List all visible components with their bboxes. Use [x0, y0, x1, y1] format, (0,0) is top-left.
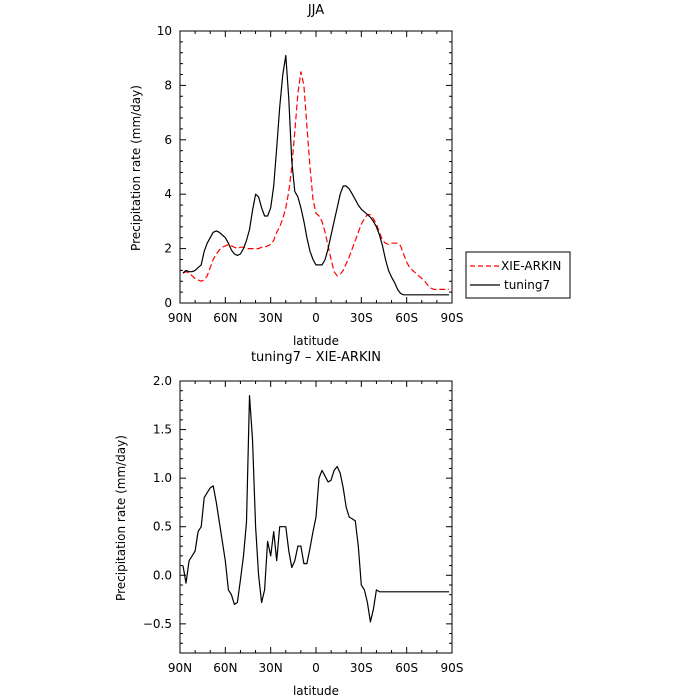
x-tick-label: 90S [441, 661, 464, 675]
x-tick-label: 90N [168, 311, 192, 325]
bottom-x-axis-label: latitude [293, 684, 339, 698]
x-tick-label: 60S [395, 311, 418, 325]
legend-box [465, 251, 571, 299]
y-tick-label: 2.0 [153, 374, 172, 388]
top-chart-title: JJA [307, 3, 324, 18]
x-tick-label: 60N [213, 311, 237, 325]
bottom-x-tick-labels: 90N 60N 30N 0 30S 60S 90S [168, 661, 464, 675]
legend-label-xie-arkin: XIE-ARKIN [501, 259, 561, 273]
x-tick-label: 0 [312, 311, 320, 325]
y-tick-label: 8 [164, 78, 172, 92]
bottom-series-lines [182, 395, 449, 623]
y-tick-label: 0.0 [153, 568, 172, 582]
top-y-tick-labels: 0 2 4 6 8 10 [157, 24, 172, 310]
panel-bottom: tuning7 – XIE-ARKIN 90N 60N 30N 0 30S 60S 90S … [114, 350, 463, 698]
legend-label-tuning7: tuning7 [504, 278, 550, 292]
y-tick-label: 0 [164, 296, 172, 310]
top-y-axis-label: Precipitation rate (mm/day) [129, 85, 143, 251]
y-tick-label: 1.0 [153, 471, 172, 485]
series-line-difference [182, 395, 449, 623]
top-x-tick-labels: 90N 60N 30N 0 30S 60S 90S [168, 311, 464, 325]
series-line-xie-arkin [182, 71, 449, 290]
x-tick-label: 90S [441, 311, 464, 325]
x-tick-label: 30N [259, 311, 283, 325]
x-tick-label: 90N [168, 661, 192, 675]
y-tick-label: −0.5 [143, 617, 172, 631]
x-tick-label: 0 [312, 661, 320, 675]
bottom-plot-frame [179, 380, 453, 654]
y-tick-label: 6 [164, 133, 172, 147]
x-tick-label: 30S [350, 661, 373, 675]
y-tick-label: 4 [164, 187, 172, 201]
top-axis-ticks [179, 30, 453, 304]
y-tick-label: 2 [164, 242, 172, 256]
top-series-lines [182, 54, 449, 296]
top-plot-frame [179, 30, 453, 304]
top-x-axis-label: latitude [293, 334, 339, 348]
x-tick-label: 60N [213, 661, 237, 675]
x-tick-label: 30S [350, 311, 373, 325]
y-tick-label: 10 [157, 24, 172, 38]
y-tick-label: 0.5 [153, 520, 172, 534]
x-tick-label: 60S [395, 661, 418, 675]
y-tick-label: 1.5 [153, 423, 172, 437]
legend: XIE-ARKIN tuning7 [465, 251, 571, 299]
series-line-tuning7 [182, 54, 449, 296]
x-tick-label: 30N [259, 661, 283, 675]
bottom-y-tick-labels: −0.5 0.0 0.5 1.0 1.5 2.0 [143, 374, 172, 631]
panel-top: JJA 90N 60N 30N 0 30S 60S 90S 0 2 4 6 8 10 latitude… [129, 3, 571, 348]
bottom-y-axis-label: Precipitation rate (mm/day) [114, 435, 128, 601]
bottom-chart-title: tuning7 – XIE-ARKIN [251, 350, 381, 365]
